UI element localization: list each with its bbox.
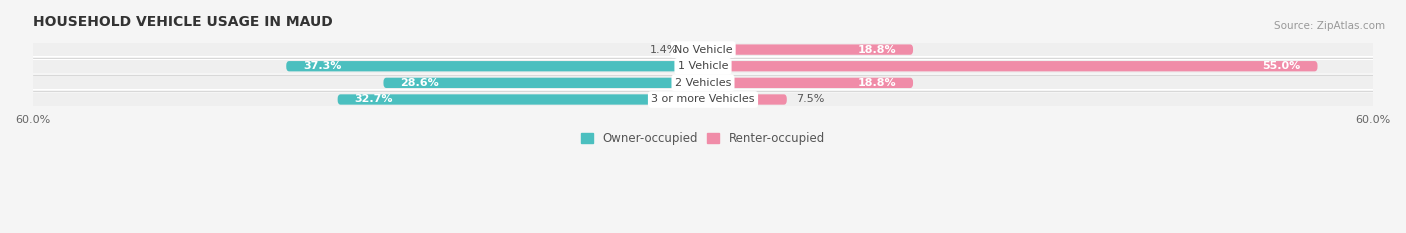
FancyBboxPatch shape	[688, 45, 703, 55]
FancyBboxPatch shape	[703, 61, 1317, 71]
Bar	[32, 76, 1374, 89]
Text: HOUSEHOLD VEHICLE USAGE IN MAUD: HOUSEHOLD VEHICLE USAGE IN MAUD	[32, 15, 332, 29]
Text: 3 or more Vehicles: 3 or more Vehicles	[651, 95, 755, 104]
Bar	[32, 93, 1374, 106]
FancyBboxPatch shape	[703, 78, 912, 88]
FancyBboxPatch shape	[703, 94, 787, 105]
Legend: Owner-occupied, Renter-occupied: Owner-occupied, Renter-occupied	[581, 132, 825, 145]
FancyBboxPatch shape	[337, 94, 703, 105]
Bar	[32, 43, 1374, 56]
Text: 32.7%: 32.7%	[354, 95, 392, 104]
Text: 18.8%: 18.8%	[858, 78, 896, 88]
Text: 55.0%: 55.0%	[1263, 61, 1301, 71]
Bar	[32, 43, 1374, 57]
Text: 37.3%: 37.3%	[304, 61, 342, 71]
Text: 1.4%: 1.4%	[650, 45, 679, 55]
Text: 18.8%: 18.8%	[858, 45, 896, 55]
Text: Source: ZipAtlas.com: Source: ZipAtlas.com	[1274, 21, 1385, 31]
Text: No Vehicle: No Vehicle	[673, 45, 733, 55]
Bar	[32, 76, 1374, 90]
FancyBboxPatch shape	[287, 61, 703, 71]
Bar	[32, 60, 1374, 73]
Text: 28.6%: 28.6%	[401, 78, 439, 88]
Text: 1 Vehicle: 1 Vehicle	[678, 61, 728, 71]
FancyBboxPatch shape	[384, 78, 703, 88]
Text: 2 Vehicles: 2 Vehicles	[675, 78, 731, 88]
Bar	[32, 93, 1374, 106]
Bar	[32, 59, 1374, 73]
FancyBboxPatch shape	[703, 45, 912, 55]
Text: 7.5%: 7.5%	[796, 95, 824, 104]
